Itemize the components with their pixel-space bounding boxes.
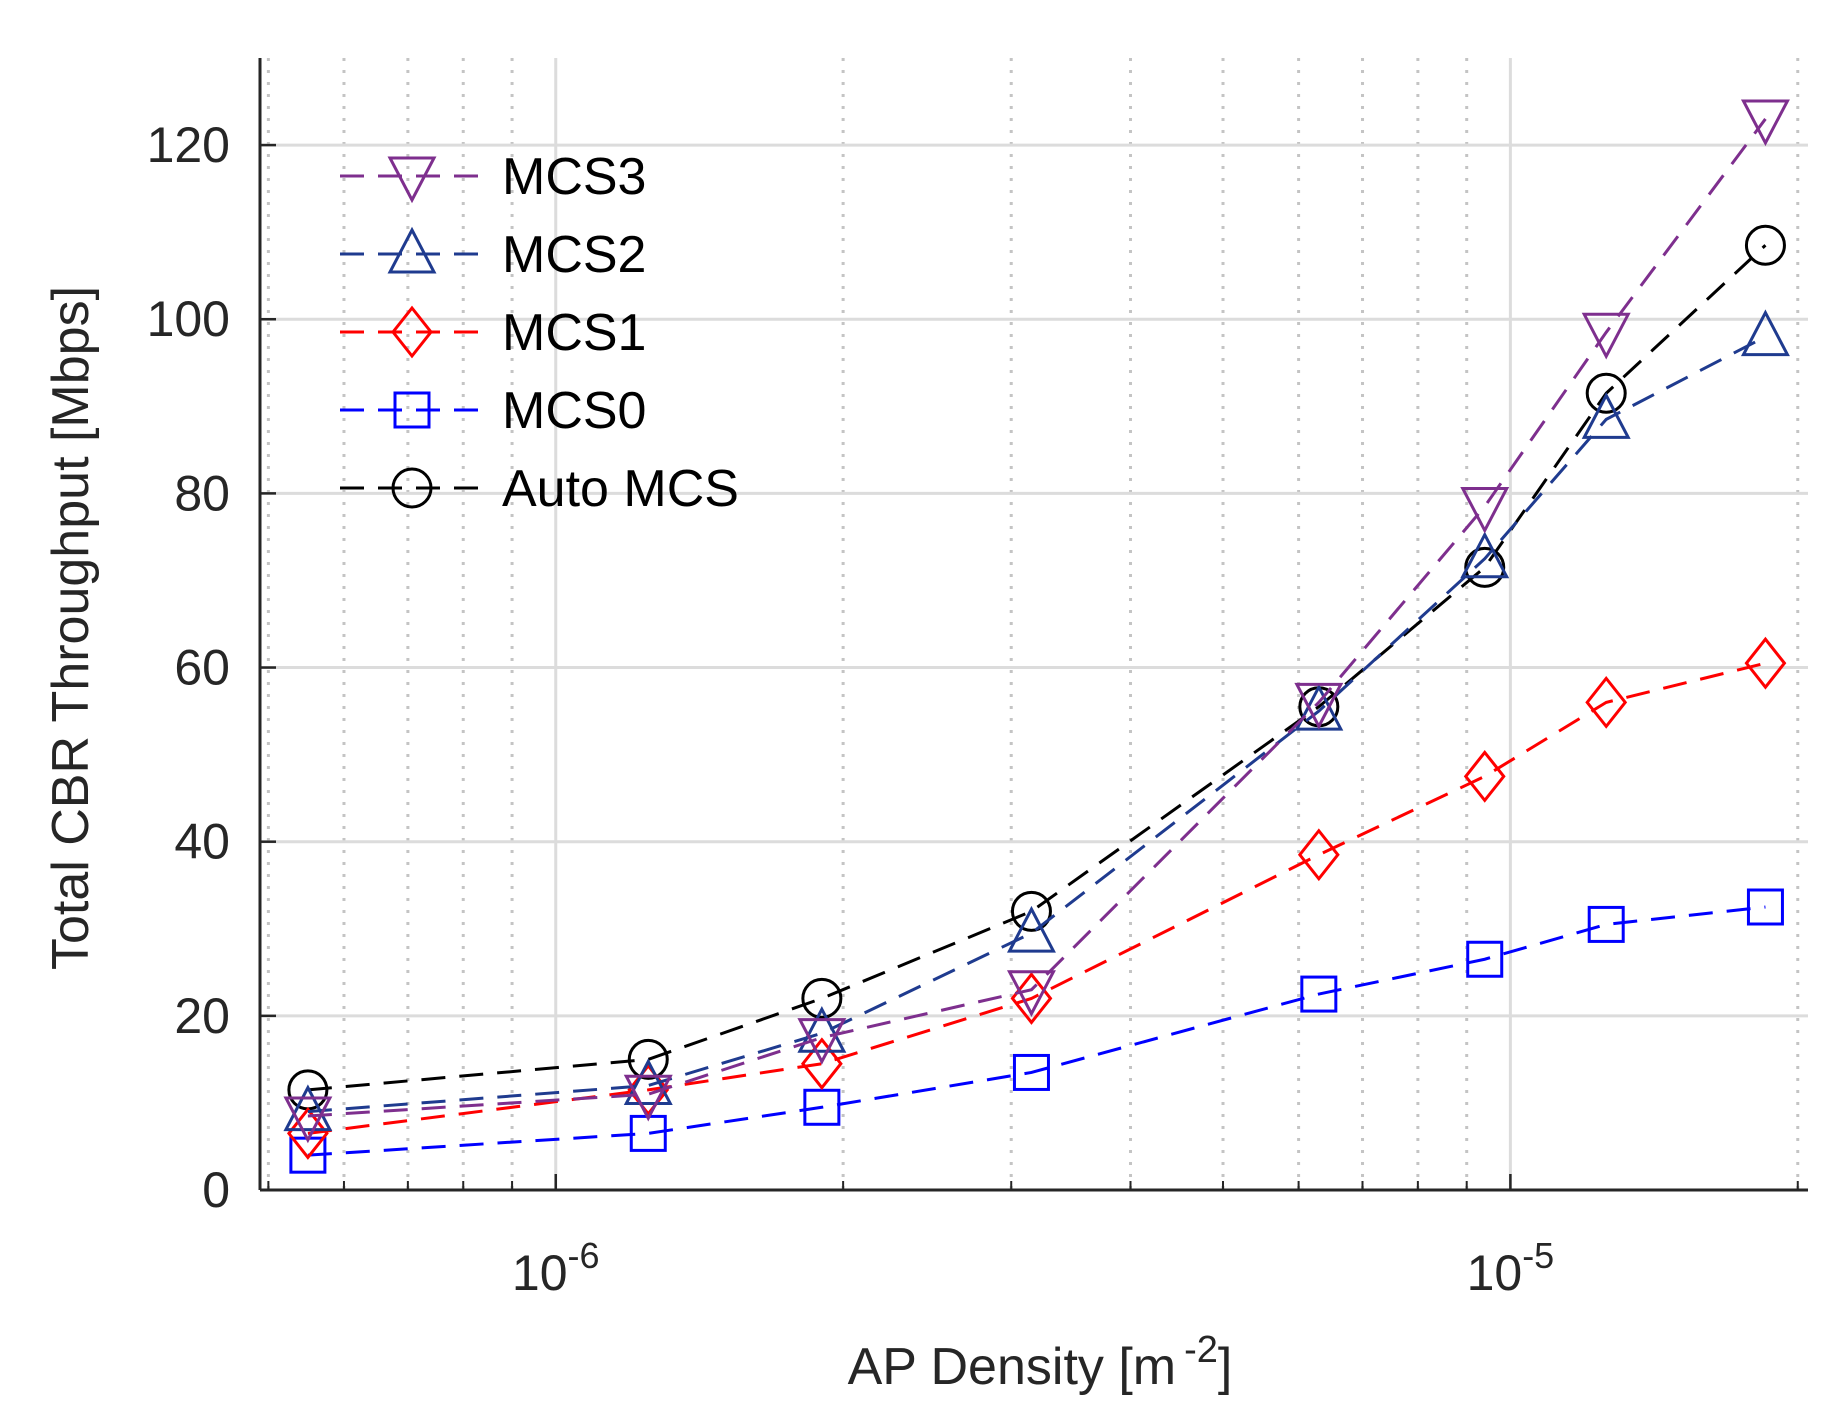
data-point [800,1037,843,1091]
data-point [1740,309,1790,357]
y-tick-label: 20 [174,988,230,1044]
y-tick-label: 60 [174,640,230,696]
data-point [1006,905,1056,953]
data-point [629,1114,667,1152]
data-point [801,977,843,1019]
legend-marker [387,226,437,274]
legend-label: MCS1 [502,304,646,362]
legend-marker [387,156,437,204]
y-tick-label: 80 [174,465,230,521]
x-tick-label: 10-6 [512,1235,600,1301]
data-point [1460,531,1510,579]
data-point [283,1096,333,1144]
legend-entry-mcs2: MCS2 [340,226,646,284]
data-point [1466,940,1504,978]
grid [260,58,1808,1190]
legend-entry-mcs3: MCS3 [340,148,646,206]
x-axis-label-base: AP Density [m [848,1338,1176,1396]
data-point [1010,890,1052,932]
legend-entry-mcs0: MCS0 [340,382,646,440]
data-point [627,1038,669,1080]
data-point [1294,682,1344,730]
data-point [803,1088,841,1126]
x-tick-exponent: -6 [568,1235,600,1276]
legend-marker [391,305,433,359]
data-point [623,1058,673,1106]
data-point [1006,970,1056,1017]
x-axis-label: AP Density [m -2] [848,1329,1233,1396]
y-tick-label: 0 [202,1162,230,1218]
data-point [797,1006,847,1053]
y-tick-label: 100 [147,291,230,347]
legend-entry-mcs1: MCS1 [340,304,646,362]
data-point [1460,486,1510,534]
data-point [1744,636,1787,690]
series-line [307,244,1767,1092]
series-mcs0 [289,888,1784,1174]
data-point [286,1106,329,1160]
legend-label: MCS2 [502,226,646,284]
y-axis-label: Total CBR Throughput [Mbps] [42,286,100,970]
data-point [1012,1053,1050,1091]
data-point [1744,224,1786,266]
legend-entry-auto-mcs: Auto MCS [340,460,739,518]
data-point [797,1018,847,1065]
x-tick-base: 10 [1467,1245,1523,1301]
data-point [1746,888,1784,926]
axes [258,58,1808,1192]
data-point [1581,312,1631,360]
y-tick-label: 40 [174,814,230,870]
x-axis-label-suffix: ] [1218,1338,1232,1396]
data-point [1587,905,1625,943]
data-point [1297,828,1340,882]
legend-marker [391,467,433,509]
series-mcs3 [283,99,1790,1144]
legend-marker [393,391,431,429]
series-line [307,661,1766,1135]
data-point [1463,749,1506,803]
data-point [623,1074,673,1122]
legend-label: MCS3 [502,148,646,206]
series-line [307,118,1767,1118]
data-point [1740,99,1790,147]
data-point [1585,675,1628,729]
data-point [283,1084,333,1132]
x-tick-base: 10 [512,1245,568,1301]
legend-label: Auto MCS [502,460,739,518]
legend-label: MCS0 [502,382,646,440]
x-tick-label: 10-5 [1467,1235,1555,1301]
y-tick-label: 120 [147,117,230,173]
data-point [1300,975,1338,1013]
x-axis-label-exponent: -2 [1184,1329,1218,1371]
series-line [307,905,1766,1157]
legend: MCS3 MCS2 MCS1 MCS0 Auto MCS [340,148,739,518]
data-point [1464,546,1506,588]
data-point [1585,372,1627,414]
x-tick-exponent: -5 [1522,1235,1554,1276]
plot-area [283,99,1790,1174]
data-point [1581,392,1631,439]
series-line [307,335,1767,1114]
